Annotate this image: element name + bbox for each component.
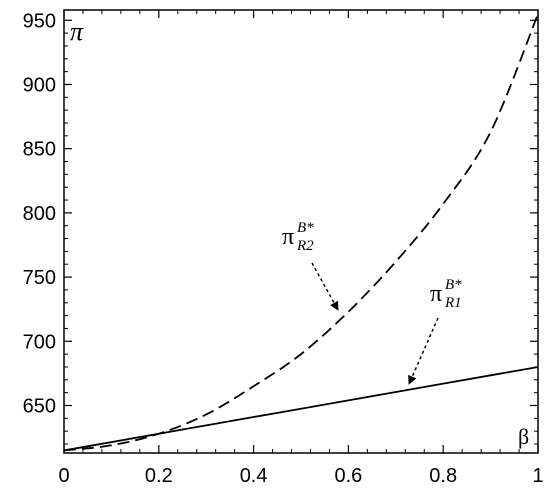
axis-labels: 650 700 750 800 850 900 950 0 0.2 0.4 0.6 0.8 1 π β [23, 10, 544, 487]
annotation-superscript: B* [445, 277, 462, 293]
x-tick-label: 1 [532, 465, 543, 487]
plot-frame [63, 9, 539, 454]
series-line-solid [63, 366, 539, 452]
series [63, 13, 539, 452]
y-tick-label: 650 [23, 395, 56, 417]
annotations: π B*R2π B*R1 [282, 220, 462, 385]
x-axis-label: β [518, 424, 529, 449]
y-tick-label: 750 [23, 267, 56, 289]
y-tick-label: 800 [23, 203, 56, 225]
x-tick-label: 0 [58, 465, 69, 487]
annotation-arrow [408, 317, 439, 385]
annotation-subscript: R1 [444, 295, 462, 311]
y-tick-label: 700 [23, 331, 56, 353]
x-tick-label: 0.2 [145, 465, 173, 487]
y-tick-label: 900 [23, 74, 56, 96]
x-tick-label: 0.8 [429, 465, 457, 487]
annotation-label-r1: π [430, 281, 442, 307]
y-axis-label: π [70, 17, 84, 46]
x-tick-label: 0.4 [240, 465, 268, 487]
y-tick-label: 950 [23, 10, 56, 32]
annotation-superscript: B* [297, 220, 314, 236]
x-tick-label: 0.6 [334, 465, 362, 487]
annotation-label-r2: π [282, 224, 294, 250]
annotation-subscript: R2 [296, 238, 314, 254]
annotation-arrow [311, 262, 339, 311]
y-tick-label: 850 [23, 139, 56, 161]
